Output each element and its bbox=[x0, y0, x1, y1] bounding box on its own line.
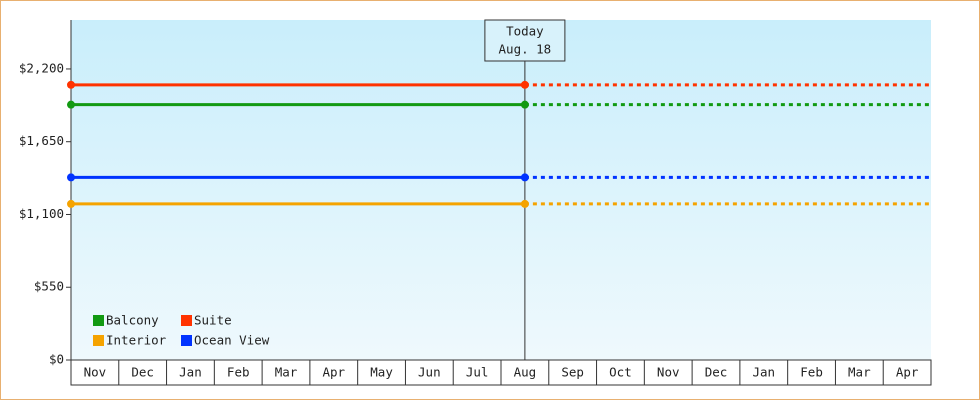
legend-label: Interior bbox=[106, 333, 167, 348]
x-tick-label: Jan bbox=[752, 365, 775, 380]
x-tick-label: Feb bbox=[800, 365, 823, 380]
x-tick-label: Aug bbox=[514, 365, 537, 380]
legend-label: Ocean View bbox=[194, 333, 270, 348]
x-tick-label: Nov bbox=[657, 365, 680, 380]
x-tick-label: Apr bbox=[896, 365, 919, 380]
annotation: Aug. 18 bbox=[499, 42, 552, 57]
y-tick-label: $2,200 bbox=[19, 60, 64, 75]
point bbox=[520, 100, 529, 109]
y-tick-label: $1,100 bbox=[19, 206, 64, 221]
plot-area bbox=[71, 20, 931, 360]
point bbox=[67, 173, 75, 182]
x-tick-label: Nov bbox=[84, 365, 107, 380]
x-tick-label: Sep bbox=[561, 365, 584, 380]
y-tick-label: $0 bbox=[49, 352, 64, 367]
x-tick-label: Jul bbox=[466, 365, 489, 380]
y-tick-label: $550 bbox=[34, 279, 64, 294]
legend-swatch bbox=[93, 335, 104, 346]
point bbox=[67, 100, 75, 109]
point bbox=[520, 80, 529, 89]
point bbox=[67, 80, 75, 89]
legend-swatch bbox=[181, 335, 192, 346]
x-tick-label: Dec bbox=[131, 365, 154, 380]
legend-label: Balcony bbox=[106, 313, 159, 328]
y-tick-label: $1,650 bbox=[19, 133, 64, 148]
x-tick-label: Jun bbox=[418, 365, 441, 380]
legend-swatch bbox=[93, 315, 104, 326]
legend-swatch bbox=[181, 315, 192, 326]
point bbox=[520, 199, 529, 208]
annotation: Today bbox=[506, 24, 544, 39]
x-tick-label: Dec bbox=[705, 365, 728, 380]
x-tick-label: Feb bbox=[227, 365, 250, 380]
x-tick-label: Mar bbox=[275, 365, 298, 380]
point bbox=[67, 199, 75, 208]
legend-label: Suite bbox=[194, 313, 232, 328]
x-tick-label: Mar bbox=[848, 365, 871, 380]
today-box bbox=[484, 19, 566, 62]
x-tick-label: Apr bbox=[322, 365, 345, 380]
x-tick-label: Jan bbox=[179, 365, 202, 380]
x-tick-label: Oct bbox=[609, 365, 632, 380]
point bbox=[520, 173, 529, 182]
x-tick-label: May bbox=[370, 365, 393, 380]
